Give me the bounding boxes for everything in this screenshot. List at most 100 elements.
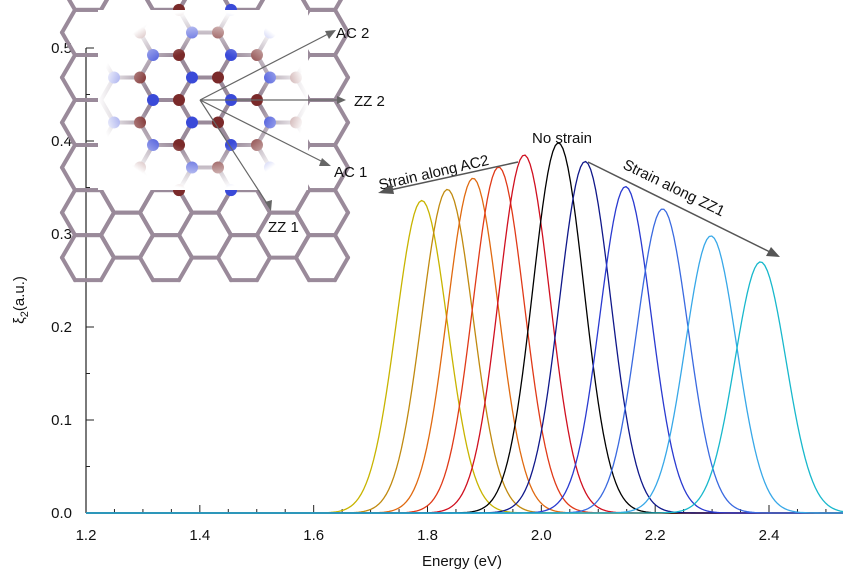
lattice-bond	[138, 210, 155, 238]
curves	[86, 142, 843, 514]
lattice-bond	[60, 143, 77, 170]
lattice-bond	[99, 255, 116, 283]
x-tick-label: 2.2	[645, 527, 666, 544]
zz1-arrowhead	[265, 200, 272, 211]
lattice-bond	[333, 52, 350, 80]
lattice-bond	[294, 233, 311, 260]
lattice-bond	[255, 188, 272, 215]
lattice-bond	[294, 255, 311, 283]
lattice-bond	[255, 210, 272, 238]
y-axis-symbol: ξ	[11, 317, 28, 324]
spectrum-curve-11	[86, 261, 843, 514]
x-tick-label: 1.6	[303, 527, 324, 544]
lattice-bond	[60, 52, 77, 80]
ac1-arrowhead	[319, 158, 331, 166]
lattice-bond	[138, 255, 155, 283]
lattice-bond	[138, 188, 155, 215]
lattice-bond	[60, 188, 77, 215]
y-tick-label: 0.0	[51, 505, 72, 522]
lattice-bond	[60, 30, 77, 57]
lattice-bond	[138, 233, 155, 260]
strain-ac2-group: Strain along AC2	[377, 152, 519, 194]
lattice-bond	[60, 98, 77, 125]
ac2-arrowhead	[325, 30, 336, 39]
y-tick-label: 0.2	[51, 319, 72, 336]
y-ticks: 0.00.10.20.30.40.5	[51, 40, 94, 522]
lattice-bond	[177, 255, 194, 283]
x-tick-label: 2.4	[759, 527, 780, 544]
y-tick-label: 0.3	[51, 226, 72, 243]
lattice-bond	[60, 210, 77, 238]
x-ticks: 1.2 1.4 1.6 1.8 2.0 2.2 2.4	[76, 505, 827, 544]
lattice-bond	[333, 165, 350, 193]
lattice-bond	[333, 0, 344, 12]
direction-arrowheads	[265, 30, 346, 211]
lattice-bond	[333, 188, 350, 215]
lattice-bond	[294, 188, 311, 215]
strain-zz1-label: Strain along ZZ1	[620, 156, 727, 220]
y-tick-label: 0.1	[51, 412, 72, 429]
lattice-bond	[60, 120, 77, 148]
spectrum-curve-1	[86, 199, 843, 514]
spectrum-curve-4	[86, 166, 843, 514]
lattice-bond	[294, 210, 311, 238]
spectrum-curve-2	[86, 188, 843, 514]
strain-ac2-arrow	[389, 161, 519, 191]
lattice-bond	[333, 30, 350, 57]
strain-zz1-arrow	[587, 161, 771, 253]
lattice-bond	[333, 120, 350, 148]
x-tick-label: 1.8	[417, 527, 438, 544]
x-tick-label: 1.2	[76, 527, 97, 544]
lattice-bond	[99, 188, 116, 215]
lattice-bond	[60, 165, 77, 193]
lattice-bond	[99, 233, 116, 260]
ac1-line	[199, 99, 326, 164]
lattice-bond	[66, 0, 77, 12]
strain-zz1-arrowhead	[766, 247, 780, 257]
spectrum-curve-3	[86, 177, 843, 514]
lattice-bond	[144, 0, 155, 12]
lattice-bond	[216, 233, 233, 260]
spectrum-curve-5	[86, 154, 843, 514]
lattice-bond	[216, 210, 233, 238]
lattice-bond	[333, 98, 350, 125]
zz1-line	[199, 99, 269, 206]
lattice-bond	[60, 7, 77, 35]
lattice-bond	[60, 233, 77, 260]
no-strain-label: No strain	[532, 130, 592, 147]
lattice-bond	[255, 255, 272, 283]
lattice-bond	[60, 75, 77, 102]
y-tick-label: 0.4	[51, 133, 72, 150]
lattice-bond	[99, 0, 110, 12]
strain-ac2-label: Strain along AC2	[377, 152, 491, 194]
lattice-inset: AC 2 ZZ 2 AC 1 ZZ 1	[60, 0, 385, 283]
lattice-bond	[177, 210, 194, 238]
x-tick-label: 2.0	[531, 527, 552, 544]
zz1-label: ZZ 1	[268, 219, 299, 236]
strain-ac2-arrowhead	[378, 184, 394, 194]
lattice-bond	[333, 255, 350, 283]
ac2-line	[199, 32, 331, 101]
y-axis-subscript: 2	[19, 311, 31, 317]
ac1-label: AC 1	[334, 164, 367, 181]
lattice-bond	[255, 0, 266, 12]
direction-lines	[199, 32, 340, 206]
ac2-label: AC 2	[336, 25, 369, 42]
zz2-label: ZZ 2	[354, 93, 385, 110]
lattice-bond	[255, 233, 272, 260]
x-tick-label: 1.4	[189, 527, 210, 544]
lattice-bond	[333, 143, 350, 170]
lattice-bond	[177, 233, 194, 260]
lattice-bond	[99, 210, 116, 238]
lattice-bond	[333, 75, 350, 102]
lattice-bond	[60, 255, 77, 283]
zz2-arrowhead	[337, 96, 346, 104]
lattice-bond	[300, 0, 311, 12]
spectrum-curve-8	[86, 185, 843, 514]
y-axis-title: ξ2(a.u.)	[11, 276, 31, 324]
y-axis-unit: (a.u.)	[11, 276, 28, 311]
lattice-bond	[216, 255, 233, 283]
lattice-bond	[333, 233, 350, 260]
lattice-bond	[333, 7, 350, 35]
